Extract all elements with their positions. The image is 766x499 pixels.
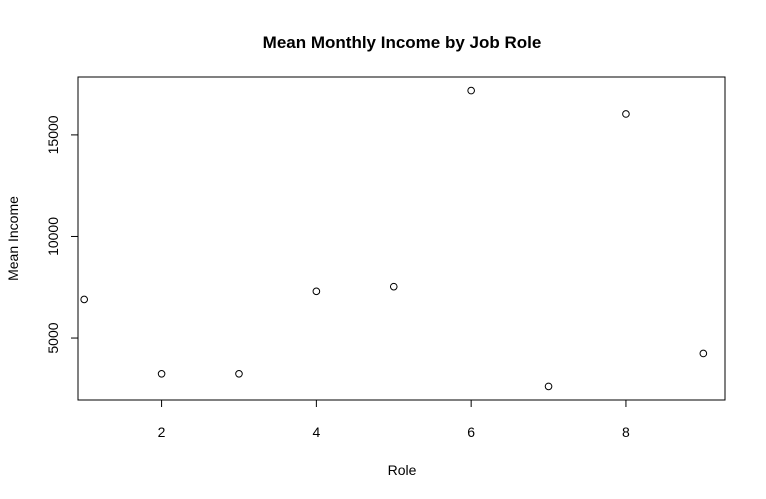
data-point	[235, 369, 243, 378]
x-axis-label: Role	[388, 462, 417, 478]
data-points	[80, 86, 708, 391]
data-point	[157, 369, 166, 378]
data-point	[622, 110, 630, 118]
y-tick-label: 15000	[45, 115, 61, 154]
x-axis: 2 4 6 8	[158, 400, 630, 440]
chart-title: Mean Monthly Income by Job Role	[263, 33, 542, 52]
plot-frame	[77, 76, 726, 401]
x-tick-label: 2	[158, 424, 166, 440]
data-point	[544, 382, 553, 391]
x-tick-label: 8	[622, 424, 630, 440]
y-axis: 5000 10000 15000	[45, 115, 78, 354]
data-point	[389, 282, 398, 291]
x-tick-label: 6	[467, 424, 475, 440]
data-point	[312, 287, 321, 296]
data-point	[699, 349, 708, 358]
x-tick-label: 4	[312, 424, 320, 440]
y-tick-label: 5000	[45, 322, 61, 353]
data-point	[467, 86, 475, 95]
y-axis-label: Mean Income	[5, 196, 21, 281]
y-tick-label: 10000	[45, 217, 61, 256]
data-point	[80, 295, 88, 304]
